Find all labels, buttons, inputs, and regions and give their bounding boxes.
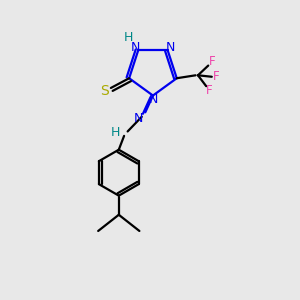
Text: H: H	[124, 32, 134, 44]
Text: N: N	[134, 112, 143, 125]
Text: F: F	[206, 84, 212, 97]
Text: F: F	[209, 55, 216, 68]
Text: F: F	[213, 70, 220, 83]
Text: N: N	[130, 41, 140, 54]
Text: S: S	[100, 84, 109, 98]
Text: N: N	[149, 93, 158, 106]
Text: H: H	[111, 126, 121, 140]
Text: N: N	[166, 41, 175, 54]
